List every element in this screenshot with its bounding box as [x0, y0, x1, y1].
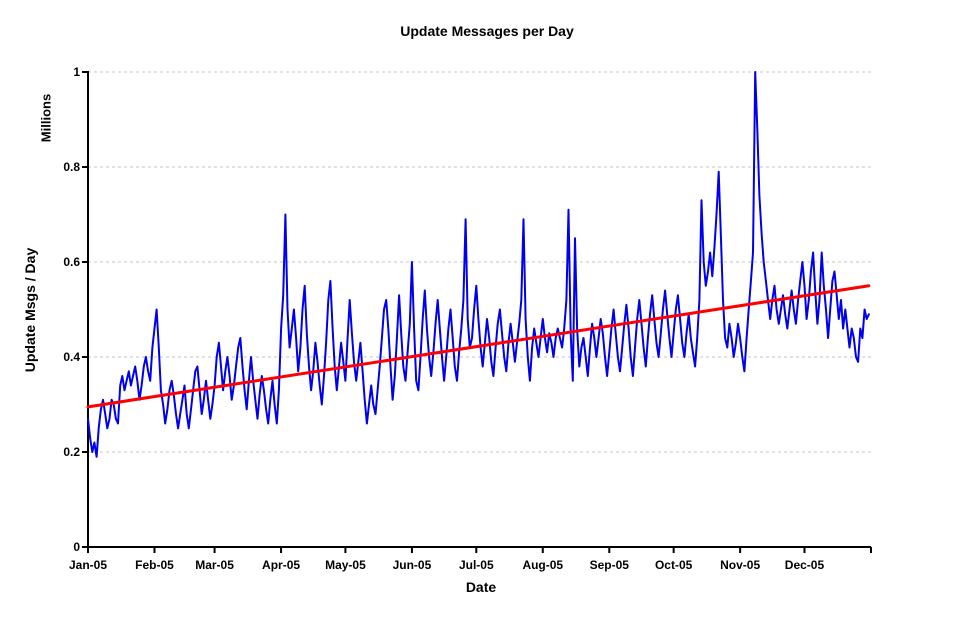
x-axis-title: Date	[465, 579, 497, 595]
x-tick-label: May-05	[325, 558, 366, 572]
y-tick-label: 0.8	[63, 160, 80, 174]
y-tick-label: 1	[73, 65, 80, 79]
x-tick-label: Sep-05	[589, 558, 629, 572]
y-tick-label: 0	[73, 540, 80, 554]
x-tick-label: Mar-05	[195, 558, 234, 572]
x-tick-label: Nov-05	[720, 558, 761, 572]
x-tick-label: Feb-05	[135, 558, 174, 572]
data-series-line	[87, 71, 870, 458]
chart-title: Update Messages per Day	[400, 23, 574, 39]
trendline	[86, 284, 871, 409]
x-tick-label: Dec-05	[784, 558, 825, 572]
y-tick-label: 0.2	[63, 445, 80, 459]
x-tick-label: Jun-05	[392, 558, 432, 572]
x-tick-label: Aug-05	[522, 558, 564, 572]
y-tick-label: 0.4	[63, 350, 80, 364]
x-tick-label: Oct-05	[654, 558, 693, 572]
y-axis-unit-label: Millions	[38, 93, 54, 143]
x-tick-label: Jul-05	[458, 558, 494, 572]
y-tick-label: 0.6	[63, 255, 80, 269]
x-tick-label: Apr-05	[262, 558, 301, 572]
x-tick-label: Jan-05	[68, 558, 108, 572]
